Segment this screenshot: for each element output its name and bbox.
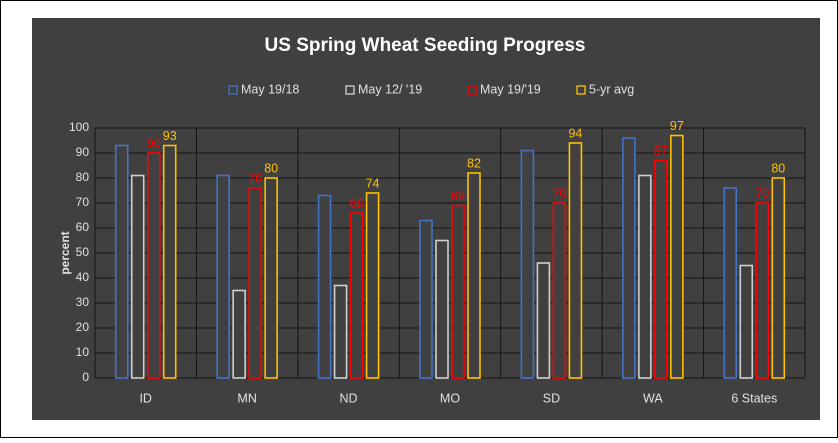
data-label: 94	[568, 126, 582, 140]
y-tick-label: 100	[69, 120, 89, 134]
bar	[654, 159, 668, 379]
bar	[130, 174, 145, 379]
bar	[146, 152, 161, 379]
bar	[435, 239, 449, 379]
y-tick-label: 10	[76, 345, 90, 359]
x-tick-label: SD	[543, 391, 560, 405]
bar	[333, 284, 348, 379]
data-label: 90	[147, 136, 161, 150]
data-label: 80	[771, 161, 785, 175]
bar	[670, 134, 684, 379]
data-label: 76	[248, 171, 262, 185]
legend-label: May 19/18	[241, 82, 299, 96]
legend-label: 5-yr avg	[589, 82, 634, 96]
legend-swatch	[467, 85, 477, 95]
y-tick-label: 70	[76, 195, 90, 209]
bar	[552, 202, 567, 379]
data-label: 82	[467, 156, 481, 170]
bar	[162, 144, 177, 379]
y-tick-label: 30	[76, 295, 90, 309]
legend-label: May 19/'19	[480, 82, 541, 96]
data-label: 93	[163, 129, 177, 143]
x-tick-label: 6 States	[731, 391, 777, 405]
x-tick-label: ND	[340, 391, 358, 405]
x-tick-label: MO	[440, 391, 460, 405]
bar	[114, 144, 129, 379]
bar	[739, 264, 754, 379]
y-tick-label: 60	[76, 220, 90, 234]
bar	[520, 149, 535, 379]
bar	[264, 177, 278, 379]
bar	[419, 219, 433, 379]
bar	[755, 202, 770, 379]
data-label: 74	[366, 176, 380, 190]
y-tick-label: 20	[76, 320, 90, 334]
legend-label: May 12/ '19	[358, 82, 422, 96]
y-tick-label: 0	[82, 370, 89, 384]
y-axis-label: percent	[58, 231, 72, 274]
x-tick-label: WA	[643, 391, 663, 405]
bar	[723, 187, 738, 379]
bar	[568, 142, 583, 379]
x-tick-label: MN	[237, 391, 256, 405]
bar	[622, 137, 636, 379]
bar	[349, 212, 364, 379]
y-tick-label: 80	[76, 170, 90, 184]
y-tick-label: 50	[76, 245, 90, 259]
data-label: 97	[670, 119, 684, 133]
bar	[771, 177, 786, 379]
legend-swatch	[228, 85, 238, 95]
bar	[638, 174, 652, 379]
bar	[216, 174, 230, 379]
y-tick-label: 90	[76, 145, 90, 159]
bar	[536, 262, 551, 379]
data-label: 66	[350, 196, 364, 210]
bar	[317, 194, 332, 379]
x-tick-label: ID	[139, 391, 152, 405]
bar	[467, 172, 481, 379]
legend-swatch	[576, 85, 586, 95]
bar	[451, 204, 465, 379]
data-label: 80	[264, 161, 278, 175]
chart-title: US Spring Wheat Seeding Progress	[265, 35, 586, 56]
bar	[365, 192, 380, 379]
legend-swatch	[345, 85, 355, 95]
bar	[248, 187, 262, 379]
data-label: 70	[552, 186, 566, 200]
data-label: 69	[451, 189, 465, 203]
data-label: 70	[755, 186, 769, 200]
data-label: 87	[654, 144, 668, 158]
bar	[232, 289, 246, 379]
y-tick-label: 40	[76, 270, 90, 284]
